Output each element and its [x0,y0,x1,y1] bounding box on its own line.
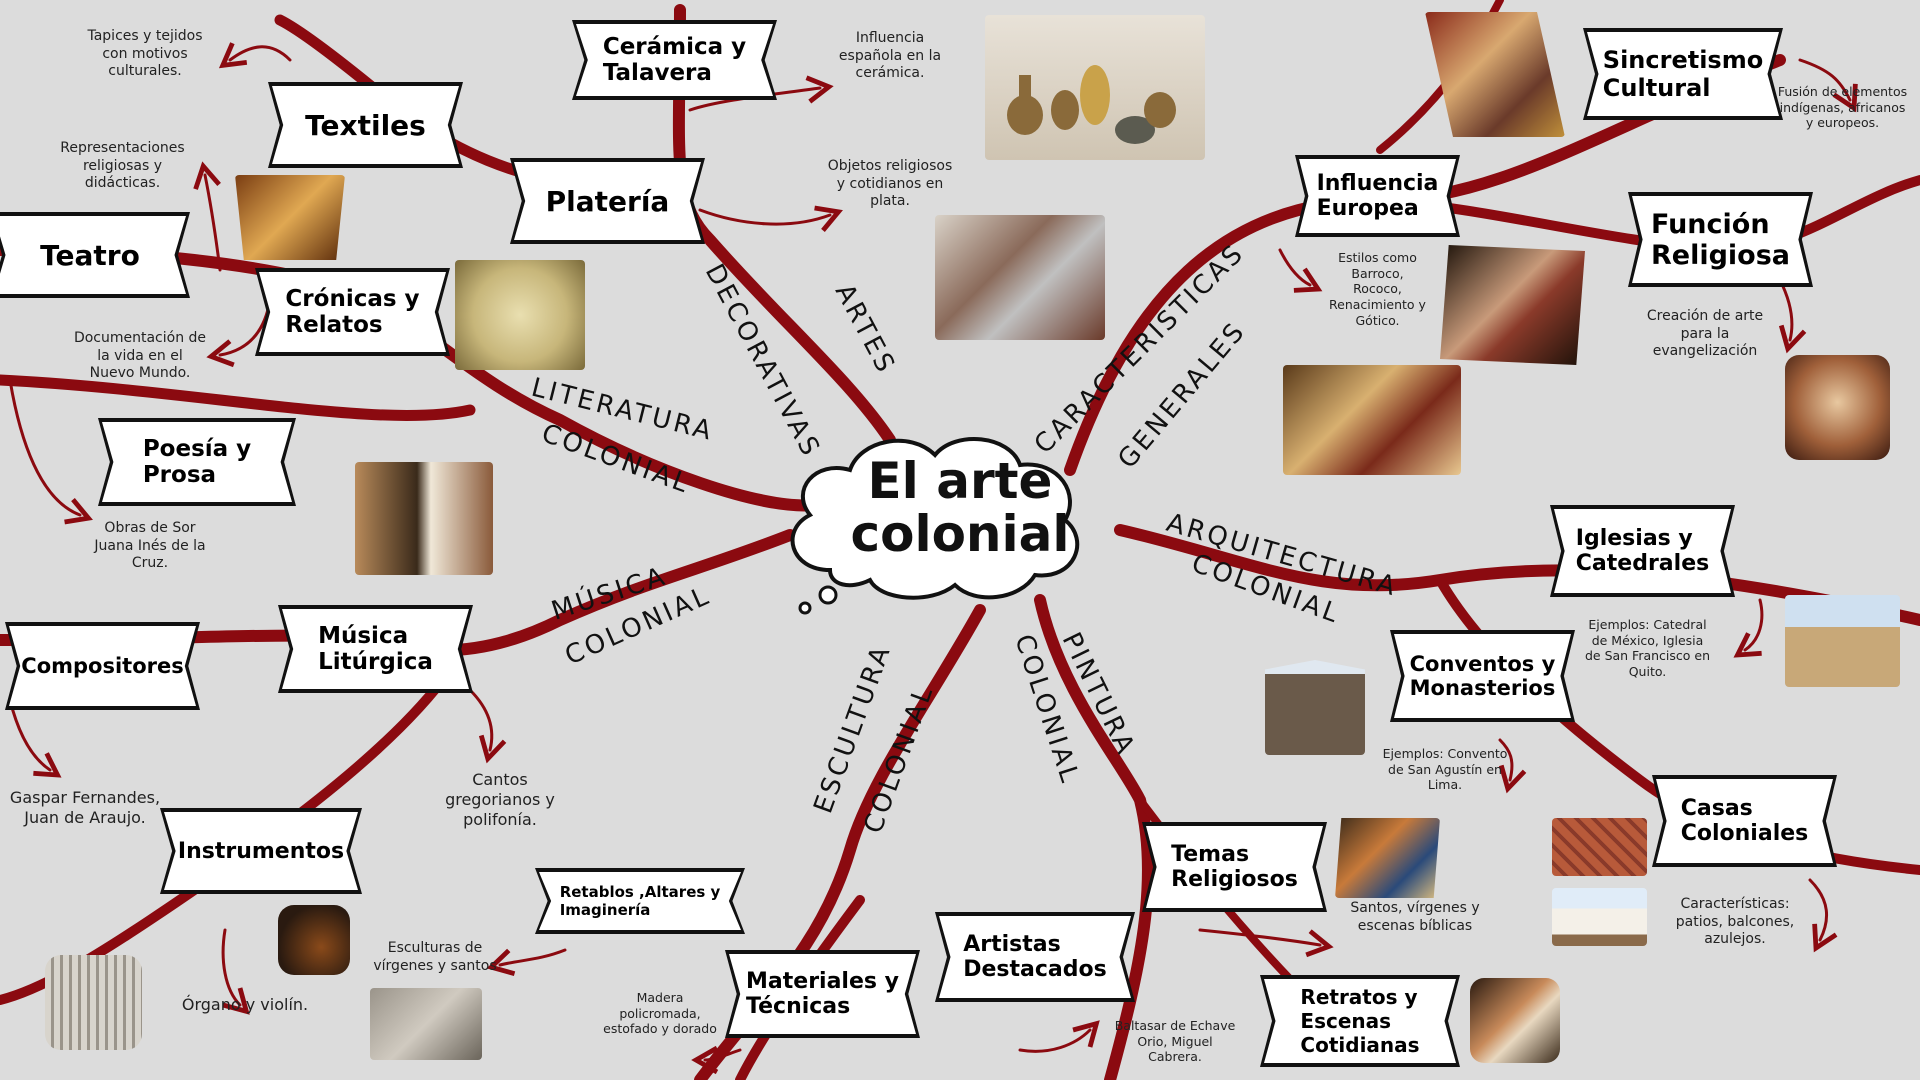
note-tapices: Tapices y tejidos con motivos culturales… [87,28,203,79]
note-creacion: Creación de arte para la evangelización [1646,308,1764,359]
node-artistas[interactable]: Artistas Destacados [935,912,1135,1002]
node-cronicas[interactable]: Crónicas y Relatos [255,268,450,356]
node-label: Influencia Europea [1316,171,1439,221]
node-sincretismo[interactable]: Sincretismo Cultural [1583,28,1783,120]
node-label: Retratos y Escenas Cotidianas [1300,985,1420,1057]
node-label: Cerámica y Talavera [602,34,747,86]
node-label: Materiales y Técnicas [746,969,899,1019]
node-plateria[interactable]: Platería [510,158,705,244]
procession-painting-photo [1283,365,1461,475]
node-musica-liturgica[interactable]: Música Litúrgica [278,605,473,693]
center-title: El arte colonial [850,452,1070,563]
cathedral-photo [1785,595,1900,687]
note-representaciones: Representaciones religiosas y didácticas… [60,140,185,191]
node-iglesias[interactable]: Iglesias y Catedrales [1550,505,1735,597]
node-retratos[interactable]: Retratos y Escenas Cotidianas [1260,975,1460,1067]
note-organo: Órgano y violín. [181,995,309,1014]
theater-photo [235,175,345,260]
node-conventos[interactable]: Conventos y Monasterios [1390,630,1575,722]
note-objetos: Objetos religiosos y cotidianos en plata… [827,158,953,209]
violin-photo [278,905,350,975]
node-label: Temas Religiosos [1171,842,1298,892]
note-influencia-espanola: Influencia española en la cerámica. [838,30,942,81]
node-label: Textiles [305,108,426,142]
node-compositores[interactable]: Compositores [5,622,200,710]
node-instrumentos[interactable]: Instrumentos [160,808,362,894]
node-poesia[interactable]: Poesía y Prosa [98,418,296,506]
branch-label-artes: ARTES [829,279,901,379]
baroque-painting-photo [1440,245,1585,365]
note-santos: Santos, vírgenes y escenas bíblicas [1350,900,1480,934]
node-label: Iglesias y Catedrales [1575,526,1710,576]
node-retablos[interactable]: Retablos ,Altares y Imaginería [535,868,745,934]
node-label: Crónicas y Relatos [285,286,420,338]
node-label: Artistas Destacados [963,932,1107,982]
note-esculturas: Esculturas de vírgenes y santos [373,940,497,974]
painting-virgin-photo [1335,818,1440,898]
node-label: Función Religiosa [1650,208,1791,271]
convent-facade-photo [1265,660,1365,755]
node-label: Conventos y Monasterios [1409,652,1556,700]
sor-juana-portrait [355,462,493,575]
node-label: Platería [545,184,670,218]
note-sor-juana: Obras de Sor Juana Inés de la Cruz. [94,520,206,571]
note-ejemplos-convento: Ejemplos: Convento de San Agustín en Lim… [1382,746,1508,793]
node-label: Retablos ,Altares y Imaginería [559,883,721,919]
node-textiles[interactable]: Textiles [268,82,463,168]
node-influencia[interactable]: Influencia Europea [1295,155,1460,237]
map-photo [455,260,585,370]
node-label: Compositores [21,654,184,678]
node-label: Instrumentos [177,838,345,864]
node-funcion[interactable]: Función Religiosa [1628,192,1813,287]
roof-tiles-photo [1552,818,1647,876]
assumption-painting-photo [1785,355,1890,460]
note-estilos: Estilos como Barroco, Rococo, Renacimien… [1329,250,1426,328]
node-ceramica[interactable]: Cerámica y Talavera [572,20,777,100]
note-fusion: Fusión de elementos indígenas, africanos… [1777,84,1908,131]
node-label: Poesía y Prosa [142,436,252,488]
note-caracteristicas-casas: Características: patios, balcones, azule… [1675,896,1795,947]
node-temas[interactable]: Temas Religiosos [1142,822,1327,912]
portrait-scene-photo [1470,978,1560,1063]
node-label: Casas Coloniales [1680,796,1809,846]
note-ejemplos-catedral: Ejemplos: Catedral de México, Iglesia de… [1584,617,1711,679]
node-label: Música Litúrgica [318,623,433,675]
casta-painting-photo [1425,12,1565,137]
note-baltasar: Baltasar de Echave Orio, Miguel Cabrera. [1114,1018,1236,1065]
colonial-house-photo [1552,888,1647,946]
organ-photo [45,955,142,1050]
ceramics-photo [985,15,1205,160]
note-madera: Madera policromada, estofado y dorado [603,990,717,1037]
node-materiales[interactable]: Materiales y Técnicas [725,950,920,1038]
node-casas[interactable]: Casas Coloniales [1652,775,1837,867]
sculpture-photo [370,988,482,1060]
note-cantos: Cantos gregorianos y polifonía. [445,770,555,829]
center-cloud [790,437,1080,615]
node-label: Sincretismo Cultural [1602,46,1764,102]
note-gaspar: Gaspar Fernandes, Juan de Araujo. [9,788,161,827]
silver-altar-photo [935,215,1105,340]
node-teatro[interactable]: Teatro [0,212,190,298]
note-documentacion: Documentación de la vida en el Nuevo Mun… [73,330,207,381]
node-label: Teatro [40,238,140,272]
